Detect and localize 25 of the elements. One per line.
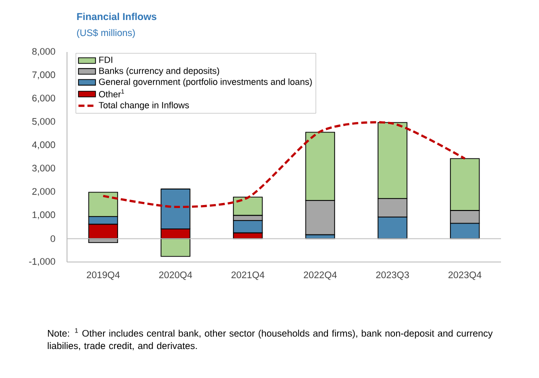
legend-label: General government (portfolio investments and loans) — [99, 78, 312, 87]
chart-subtitle: (US$ millions) — [77, 28, 135, 38]
legend-label: FDI — [99, 56, 112, 63]
x-tick-label: 2020Q4 — [159, 271, 192, 280]
x-tick-label: 2021Q4 — [231, 271, 264, 280]
y-tick-label: 6,000 — [32, 94, 56, 103]
y-tick-label: 2,000 — [32, 188, 56, 196]
y-tick-label: 4,000 — [32, 141, 56, 150]
chart-title: Financial Inflows — [77, 12, 156, 20]
line-series — [102, 121, 466, 208]
y-tick-label: 7,000 — [32, 71, 56, 80]
y-tick-label: 8,000 — [32, 48, 56, 56]
x-tick-label: 2023Q3 — [376, 271, 409, 280]
y-tick-label: 5,000 — [32, 118, 56, 126]
y-tick-label: 0 — [50, 235, 56, 242]
x-tick-label: 2023Q4 — [448, 271, 482, 280]
legend-label: Total change in Inflows — [98, 102, 189, 110]
legend-label: Banks (currency and deposits) — [99, 67, 220, 76]
x-tick-label: 2022Q4 — [304, 271, 337, 280]
y-tick-label: 3,000 — [32, 164, 56, 173]
text: Note: $^{1}$ Other includes central bank, other sector (households and firms), bank non-deposit and currency liabilies, trade credit, and derivates. — [48, 328, 493, 350]
x-tick-label: 2019Q4 — [86, 271, 120, 280]
y-tick-label: 1,000 — [32, 211, 56, 220]
y-tick-label: -1,000 — [29, 258, 56, 266]
legend-label: Other$^{1}$ — [98, 89, 124, 98]
